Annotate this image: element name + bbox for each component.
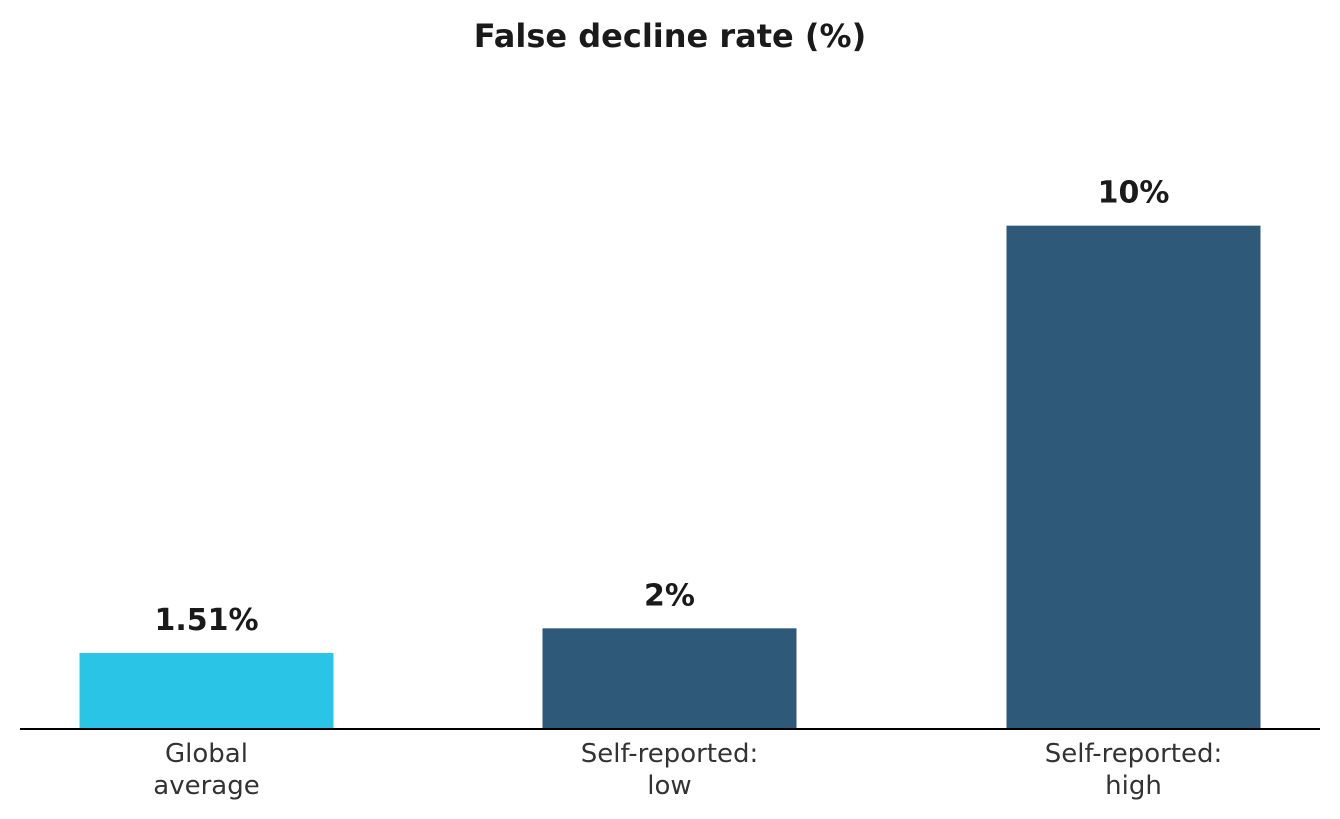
value-labels-group: 1.51% 2% 10% — [154, 176, 1169, 638]
chart-title: False decline rate (%) — [474, 17, 866, 55]
tick-label-0-line-1: average — [153, 771, 259, 801]
tick-label-1-line-1: low — [647, 771, 691, 801]
value-label-1: 2% — [644, 578, 695, 613]
tick-labels-group: GlobalaverageSelf-reported:lowSelf-repor… — [153, 739, 1222, 801]
tick-label-2-line-1: high — [1105, 771, 1162, 801]
value-label-2: 10% — [1098, 176, 1170, 211]
tick-label-2-line-0: Self-reported: — [1045, 739, 1223, 769]
bar-1 — [542, 628, 797, 729]
bars-group — [79, 225, 1261, 729]
bar-2 — [1006, 225, 1261, 729]
bar-0 — [79, 652, 334, 729]
tick-label-0-line-0: Global — [165, 739, 248, 769]
tick-label-1-line-0: Self-reported: — [581, 739, 759, 769]
value-label-0: 1.51% — [154, 603, 258, 638]
